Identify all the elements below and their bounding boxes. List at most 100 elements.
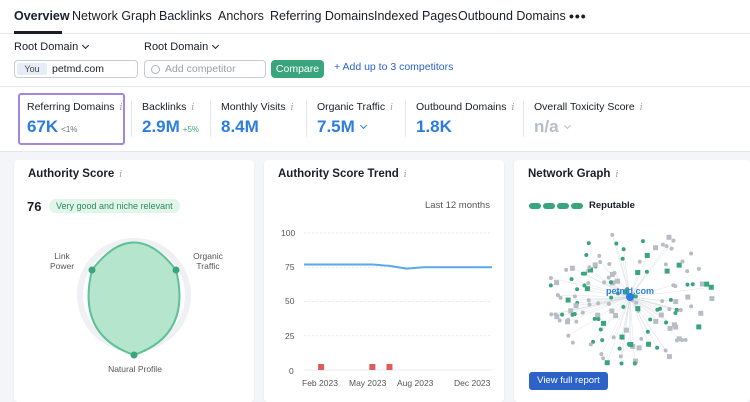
label-line: Link <box>54 251 70 261</box>
competitor-root-domain-dropdown[interactable]: Root Domain <box>144 41 220 53</box>
network-edge <box>629 296 658 348</box>
network-edge <box>613 296 631 338</box>
you-tag: You <box>17 63 47 75</box>
event-marker[interactable] <box>386 364 393 370</box>
network-node <box>663 348 668 353</box>
active-tab-indicator <box>14 31 62 34</box>
network-node <box>565 297 571 303</box>
info-icon[interactable]: i <box>639 103 643 113</box>
metrics-bar: Referring Domains i 67K <1% Backlinks i 2.9… <box>0 86 750 152</box>
network-node <box>667 325 673 331</box>
network-node <box>601 356 606 361</box>
network-node <box>554 314 560 320</box>
chevron-down-icon[interactable] <box>563 121 571 130</box>
metric-change: +5% <box>182 125 200 134</box>
info-icon[interactable]: i <box>119 170 123 180</box>
center-node-label: petmd.com <box>606 286 654 296</box>
tab-anchors[interactable]: Anchors <box>218 9 264 23</box>
network-node <box>664 244 669 249</box>
info-icon[interactable]: i <box>290 103 294 113</box>
chevron-down-icon[interactable] <box>359 121 367 130</box>
info-icon[interactable]: i <box>615 170 619 180</box>
network-node <box>614 241 619 246</box>
metric-label: Organic Traffic i <box>317 101 393 113</box>
tab-outbound-domains[interactable]: Outbound Domains <box>458 9 566 23</box>
link-power-point <box>88 266 96 274</box>
network-node <box>592 316 597 321</box>
card-title-text: Authority Score Trend <box>278 168 399 180</box>
more-tabs-button[interactable]: ••• <box>569 8 587 24</box>
tab-overview[interactable]: Overview <box>14 9 70 23</box>
root-domain-label: Root Domain <box>14 41 79 53</box>
filters-bar: Root Domain Root Domain You petmd.com Ad… <box>0 34 750 86</box>
metric-value: n/a <box>534 117 571 137</box>
label-line: Organic <box>193 251 223 261</box>
view-full-report-button[interactable]: View full report <box>529 372 608 390</box>
network-node <box>598 260 603 265</box>
tab-indexed-pages[interactable]: Indexed Pages <box>374 9 458 23</box>
network-edge <box>629 296 670 310</box>
network-node <box>664 268 670 274</box>
network-node <box>600 338 605 343</box>
divider <box>210 101 211 137</box>
network-edge <box>628 296 631 345</box>
domain-field[interactable]: You petmd.com <box>14 60 138 78</box>
network-node <box>609 271 615 277</box>
network-edge <box>576 296 631 306</box>
info-icon[interactable]: i <box>119 103 123 113</box>
network-node <box>557 318 562 323</box>
network-node <box>704 281 710 287</box>
network-node <box>586 241 591 246</box>
metric-label-text: Organic Traffic <box>317 101 386 113</box>
network-node <box>608 280 613 285</box>
event-marker[interactable] <box>318 364 325 370</box>
info-icon[interactable]: i <box>390 103 393 113</box>
network-graph-card: Network Graph i <box>514 160 750 402</box>
natural-profile-label: Natural Profile <box>108 364 162 374</box>
network-edge <box>604 282 631 298</box>
y-tick-label: 75 <box>285 262 295 272</box>
network-node <box>609 295 614 300</box>
compare-button[interactable]: Compare <box>271 60 324 78</box>
metric-value: 8.4M <box>221 117 259 136</box>
info-icon[interactable]: i <box>191 103 195 113</box>
metric-change: <1% <box>61 125 78 134</box>
card-title: Network Graph i <box>528 168 618 180</box>
tab-referring-domains[interactable]: Referring Domains <box>270 9 375 23</box>
trend-range: Last 12 months <box>425 200 490 211</box>
network-node <box>574 319 579 324</box>
add-competitors-link[interactable]: + Add up to 3 competitors <box>334 61 454 73</box>
network-node <box>640 239 645 244</box>
network-graph-canvas[interactable]: petmd.com <box>514 215 750 370</box>
network-node <box>621 304 626 309</box>
competitor-input[interactable]: Add competitor <box>144 60 266 78</box>
info-icon[interactable]: i <box>403 170 407 180</box>
chevron-down-icon <box>82 41 90 50</box>
event-marker[interactable] <box>369 364 376 370</box>
network-node <box>660 299 665 304</box>
network-node <box>644 252 650 258</box>
tab-network-graph[interactable]: Network Graph <box>72 9 157 23</box>
network-edge <box>606 296 631 363</box>
network-edge <box>622 258 631 298</box>
center-node <box>626 293 634 301</box>
metric-label-text: Referring Domains <box>27 101 115 113</box>
label-line: Traffic <box>196 261 220 271</box>
tab-backlinks[interactable]: Backlinks <box>159 9 212 23</box>
network-node <box>587 302 592 307</box>
trend-chart <box>304 232 492 371</box>
y-tick-label: 50 <box>285 296 295 306</box>
root-domain-dropdown[interactable]: Root Domain <box>14 41 90 53</box>
info-icon[interactable]: i <box>511 103 515 113</box>
network-node <box>671 238 676 243</box>
card-title-text: Authority Score <box>28 168 115 180</box>
network-node <box>646 341 652 347</box>
network-node <box>566 333 571 338</box>
network-node <box>621 247 626 252</box>
network-node <box>618 354 623 359</box>
network-node <box>573 303 579 309</box>
x-tick-label: May 2023 <box>349 378 387 388</box>
network-node <box>689 304 694 309</box>
network-node <box>658 312 664 318</box>
network-node <box>595 312 601 318</box>
